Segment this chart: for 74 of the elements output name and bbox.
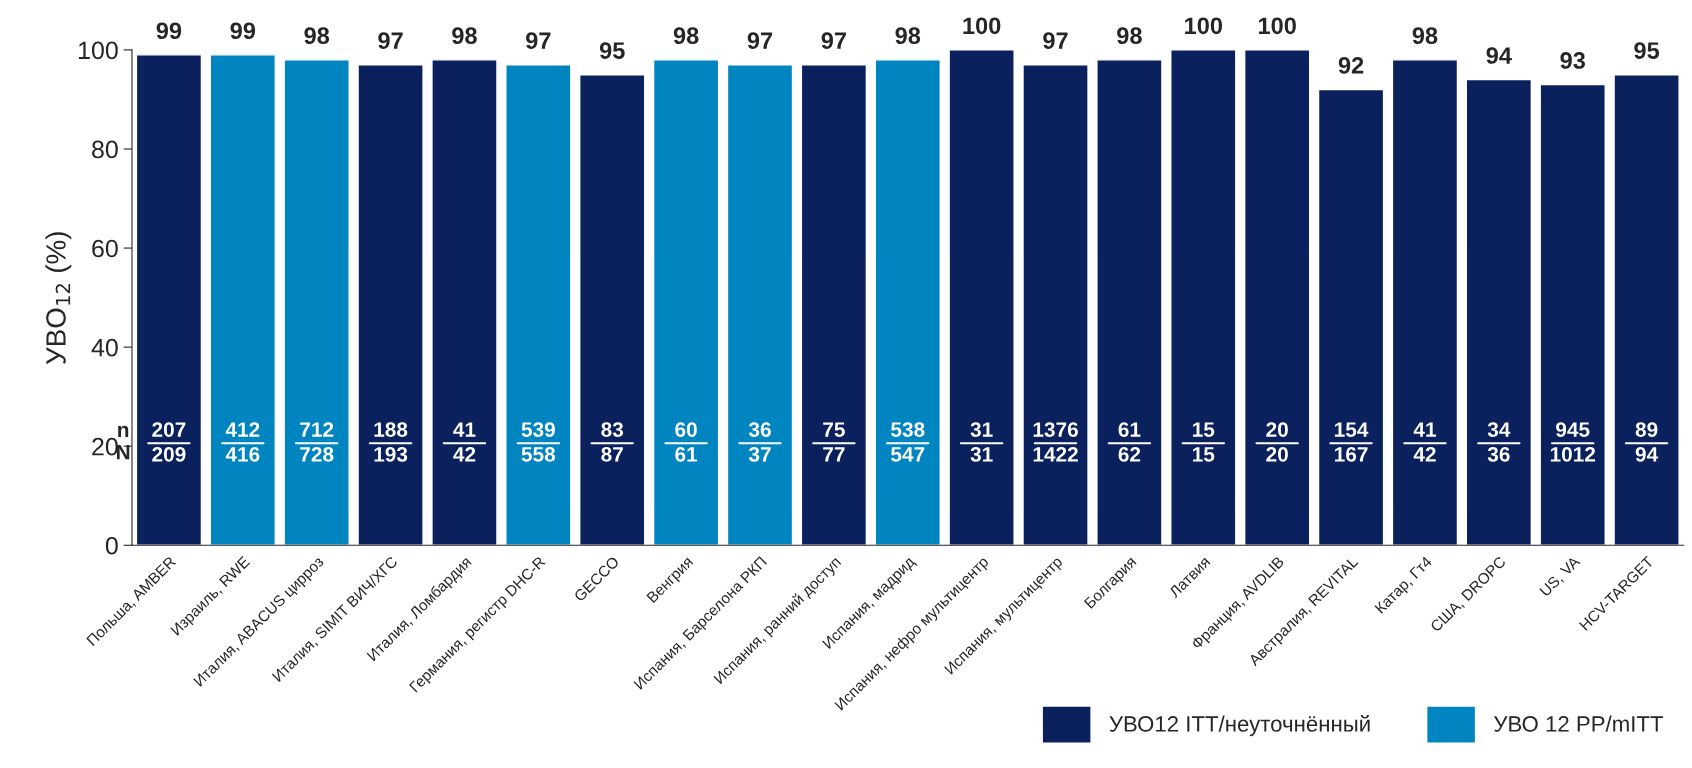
y-tick-label: 0: [105, 536, 118, 555]
annotation: 37: [748, 446, 771, 462]
annotation: 547: [891, 447, 925, 462]
annotation: 154: [1335, 422, 1369, 437]
data-label: 100: [1258, 17, 1296, 35]
annotation: 193: [374, 446, 408, 462]
annotation: 31: [970, 446, 993, 462]
annotation: 15: [1193, 422, 1215, 437]
annotation: 20: [1266, 446, 1288, 462]
data-label: 100: [1185, 17, 1223, 35]
annotation: 42: [1413, 446, 1436, 462]
data-label: 97: [378, 32, 403, 49]
annotation: 416: [225, 446, 260, 462]
annotation: 945: [1556, 422, 1590, 437]
annotation: 36: [1487, 446, 1510, 462]
annotation: 712: [300, 422, 334, 437]
annotation: 1376: [1033, 422, 1078, 437]
legend-label: УВО 12 PP/mITT: [1493, 715, 1664, 732]
data-label: 98: [1117, 27, 1142, 45]
annotation: 207: [152, 422, 186, 437]
data-label: 95: [1634, 42, 1660, 59]
annotation: 188: [374, 422, 408, 437]
data-label: 94: [1486, 47, 1512, 64]
x-tick-label: US, VA: [1539, 555, 1582, 598]
legend-label: УВО12 ITT/неуточнённый: [1109, 715, 1370, 737]
annotation: 558: [521, 446, 556, 462]
annotation: 41: [1413, 422, 1436, 437]
annotation: 1012: [1550, 446, 1596, 462]
annotation: 31: [970, 422, 993, 437]
data-label: 98: [452, 27, 477, 45]
text: n: [118, 425, 129, 437]
y-tick-label: 80: [92, 140, 118, 159]
annotation: 34: [1487, 422, 1511, 437]
annotation: 1422: [1033, 446, 1078, 462]
data-label: 99: [230, 22, 256, 40]
annotation: 94: [1635, 446, 1659, 462]
data-label: 97: [526, 32, 551, 49]
annotation: 36: [748, 422, 771, 437]
data-label: 100: [963, 17, 1001, 35]
annotation: 539: [521, 422, 555, 437]
data-label: 97: [821, 32, 846, 49]
annotation: 209: [152, 446, 186, 462]
annotation: 41: [453, 422, 476, 437]
data-label: 98: [895, 27, 921, 45]
annotation: 60: [675, 422, 697, 437]
annotation: 42: [453, 446, 476, 462]
data-label: 97: [1043, 32, 1068, 49]
data-label: 98: [1412, 27, 1438, 45]
y-tick-label: 40: [91, 338, 118, 357]
annotation: 87: [601, 446, 623, 462]
annotation: 412: [225, 422, 260, 437]
annotation: 61: [675, 446, 698, 462]
annotation: 15: [1193, 447, 1215, 462]
annotation: 167: [1335, 446, 1368, 462]
data-label: 99: [156, 22, 182, 40]
annotation: 61: [1118, 422, 1141, 437]
annotation: 62: [1118, 446, 1141, 462]
y-axis-title: УВО$_{12}$ (%): [45, 232, 72, 365]
annotation: 83: [601, 422, 624, 437]
y-tick-label: 20: [92, 437, 118, 456]
annotation: 89: [1635, 422, 1658, 437]
data-label: 95: [599, 42, 625, 59]
annotation: 75: [823, 422, 845, 437]
y-tick-label: 100: [78, 41, 118, 60]
data-label: 97: [747, 32, 773, 49]
data-label: 92: [1338, 57, 1364, 74]
annotation: 20: [1266, 422, 1288, 437]
annotation: 728: [300, 446, 334, 462]
data-label: 98: [304, 27, 330, 45]
annotation: 538: [891, 422, 925, 437]
annotation: 77: [823, 447, 845, 462]
data-label: 93: [1560, 52, 1585, 69]
y-tick-label: 60: [92, 239, 118, 258]
data-label: 98: [673, 27, 699, 45]
